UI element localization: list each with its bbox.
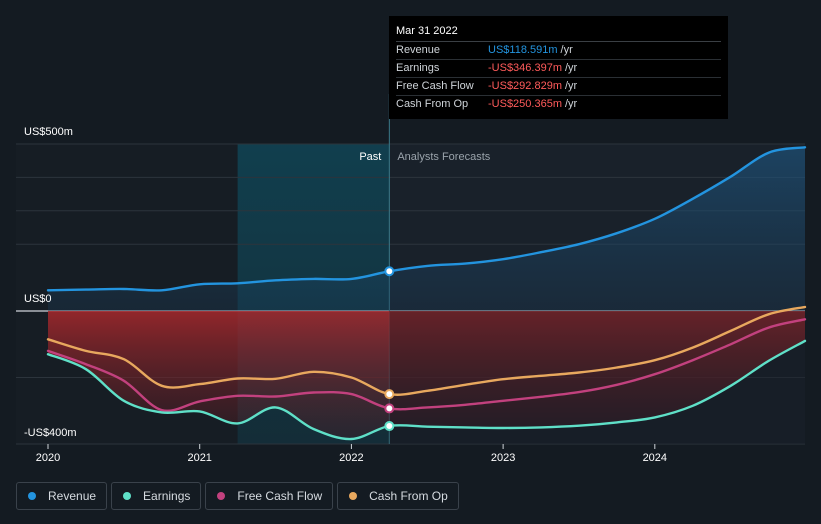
legend-label: Earnings: [143, 489, 191, 503]
revenue-marker: [384, 266, 395, 277]
cash-from-op-marker: [384, 389, 395, 400]
tooltip-unit: /yr: [560, 44, 573, 56]
tooltip-label: Earnings: [396, 62, 440, 74]
legend-item-free-cash-flow[interactable]: Free Cash Flow: [205, 482, 334, 510]
tooltip-label: Free Cash Flow: [396, 80, 474, 92]
legend-item-cash-from-op[interactable]: Cash From Op: [337, 482, 459, 510]
revenue-dot-icon: [28, 492, 36, 500]
axis-labels: US$500m US$0 -US$400m 2020 2021 2022 2023 2024 P…: [24, 126, 667, 464]
x-tick-label: 2024: [643, 452, 667, 464]
past-label: Past: [359, 151, 381, 163]
forecast-tint: [389, 311, 805, 444]
y-axis-label-bottom: -US$400m: [24, 427, 77, 439]
tooltip-row-revenue: Revenue US$118.591m /yr: [396, 42, 721, 60]
x-tick-label: 2020: [36, 452, 60, 464]
tooltip: Mar 31 2022 Revenue US$118.591m /yr Earn…: [389, 16, 728, 119]
legend-item-revenue[interactable]: Revenue: [16, 482, 108, 510]
tooltip-unit: /yr: [565, 80, 578, 92]
cash-from-op-dot-icon: [349, 492, 358, 500]
legend-label: Free Cash Flow: [237, 489, 323, 503]
earnings-marker: [384, 421, 395, 432]
legend-label: Revenue: [48, 489, 97, 503]
hover-dots: [384, 266, 395, 432]
tooltip-date: Mar 31 2022: [396, 24, 721, 42]
x-tick-label: 2022: [339, 452, 363, 464]
x-tick-label: 2021: [187, 452, 211, 464]
earnings-dot-icon: [123, 492, 132, 500]
legend-item-earnings[interactable]: Earnings: [111, 482, 202, 510]
x-tick-label: 2023: [491, 452, 515, 464]
forecast-label: Analysts Forecasts: [397, 151, 490, 163]
tooltip-value: -US$250.365m: [488, 98, 562, 110]
series-lines: [46, 146, 807, 441]
tooltip-value: -US$346.397m: [488, 62, 562, 74]
revenue-area: [48, 147, 805, 311]
tooltip-value: -US$292.829m: [488, 80, 562, 92]
tooltip-unit: /yr: [565, 62, 578, 74]
legend-label: Cash From Op: [369, 489, 448, 503]
tooltip-label: Cash From Op: [396, 98, 469, 110]
cash-from-op-line: [46, 305, 807, 396]
legend: Revenue Earnings Free Cash Flow Cash Fro…: [16, 482, 459, 510]
tooltip-row-earnings: Earnings -US$346.397m /yr: [396, 60, 721, 78]
free-cash-flow-dot-icon: [217, 492, 226, 500]
y-axis-label-zero: US$0: [24, 293, 52, 305]
tooltip-row-cash-from-op: Cash From Op -US$250.365m /yr: [396, 96, 721, 113]
tooltip-value: US$118.591m: [488, 44, 558, 56]
tooltip-label: Revenue: [396, 44, 441, 56]
tooltip-row-free-cash-flow: Free Cash Flow -US$292.829m /yr: [396, 78, 721, 96]
revenue-line: [46, 146, 807, 292]
free-cash-flow-marker: [384, 403, 395, 414]
earnings-line: [46, 339, 807, 441]
y-axis-label-top: US$500m: [24, 126, 73, 138]
area-fills: [48, 147, 805, 444]
negative-area: [48, 311, 805, 440]
tooltip-unit: /yr: [565, 98, 578, 110]
free-cash-flow-line: [46, 318, 807, 412]
